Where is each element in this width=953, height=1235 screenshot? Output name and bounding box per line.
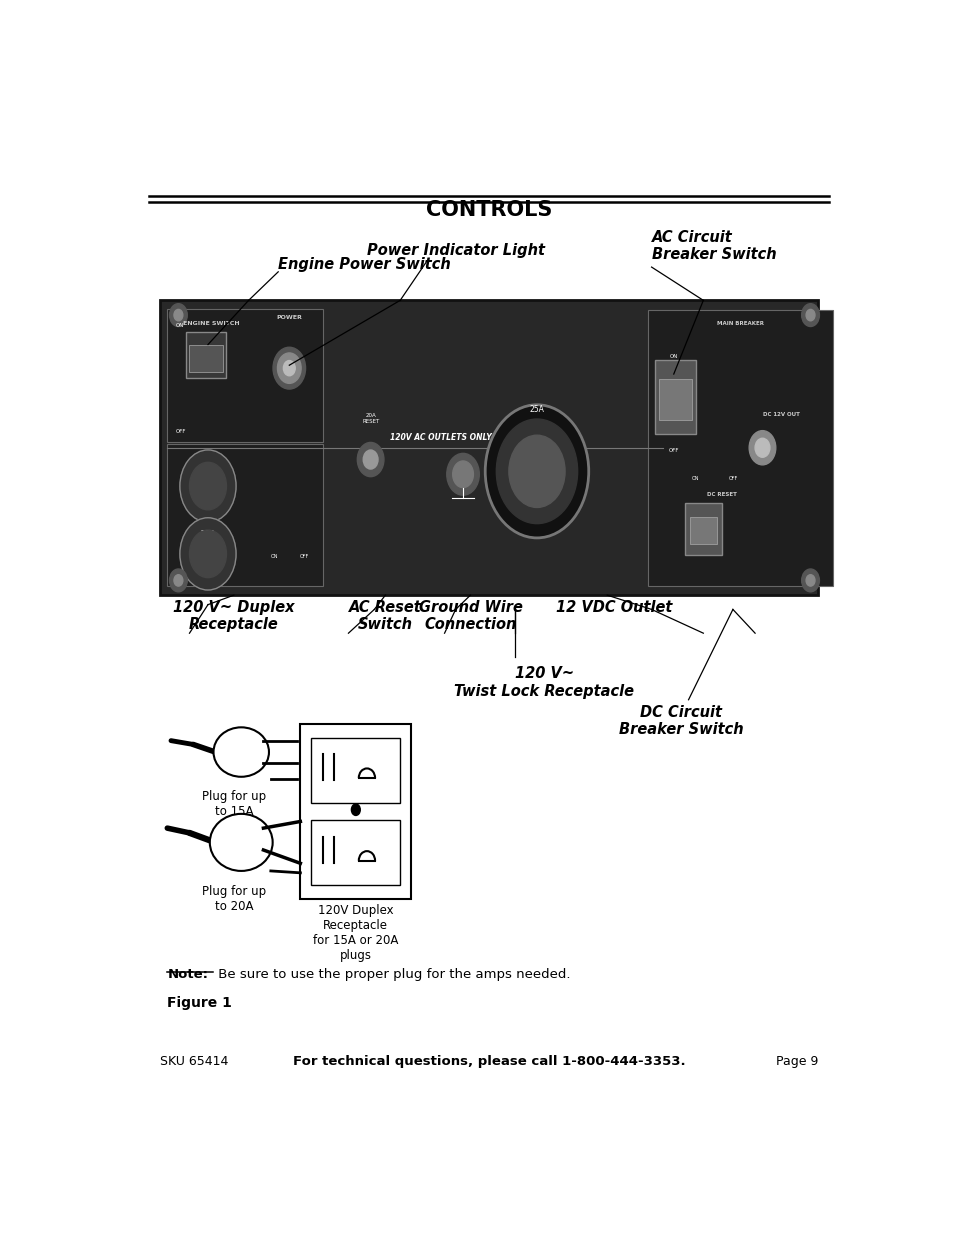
Text: OFF: OFF xyxy=(727,475,737,480)
Text: ON: ON xyxy=(176,322,184,327)
Text: OFF: OFF xyxy=(668,448,679,453)
Text: For technical questions, please call 1-800-444-3353.: For technical questions, please call 1-8… xyxy=(293,1055,684,1067)
Text: 120V Duplex
Receptacle
for 15A or 20A
plugs: 120V Duplex Receptacle for 15A or 20A pl… xyxy=(313,904,398,962)
Circle shape xyxy=(173,310,183,321)
Circle shape xyxy=(446,453,478,495)
Text: DC Circuit
Breaker Switch: DC Circuit Breaker Switch xyxy=(618,704,742,737)
Text: OFF: OFF xyxy=(176,429,187,433)
Bar xyxy=(689,516,716,545)
Text: OFF: OFF xyxy=(299,555,309,559)
Bar xyxy=(190,345,223,372)
Circle shape xyxy=(485,405,588,538)
Text: 120 V~
Twist Lock Receptacle: 120 V~ Twist Lock Receptacle xyxy=(454,667,634,699)
Ellipse shape xyxy=(213,727,269,777)
Text: 25A: 25A xyxy=(529,405,544,414)
Text: 120V AC OUTLETS ONLY: 120V AC OUTLETS ONLY xyxy=(390,432,491,442)
Bar xyxy=(311,820,400,885)
Circle shape xyxy=(351,804,360,815)
Circle shape xyxy=(755,438,769,457)
Circle shape xyxy=(363,450,377,469)
Text: POWER: POWER xyxy=(276,315,302,320)
Text: AC Circuit
Breaker Switch: AC Circuit Breaker Switch xyxy=(651,230,776,262)
Text: DC 12V OUT: DC 12V OUT xyxy=(761,412,799,417)
Bar xyxy=(659,379,692,420)
Text: Be sure to use the proper plug for the amps needed.: Be sure to use the proper plug for the a… xyxy=(213,968,570,981)
Circle shape xyxy=(453,461,473,488)
Bar xyxy=(160,300,817,595)
Circle shape xyxy=(283,361,294,375)
Circle shape xyxy=(508,435,564,508)
Text: Plug for up
to 15A: Plug for up to 15A xyxy=(202,790,266,818)
Bar xyxy=(647,310,832,585)
Text: Power Indicator Light: Power Indicator Light xyxy=(366,242,544,258)
Circle shape xyxy=(277,353,301,383)
Bar xyxy=(655,359,696,433)
Bar xyxy=(684,503,721,556)
Circle shape xyxy=(273,347,305,389)
Text: MAIN BREAKER: MAIN BREAKER xyxy=(716,321,763,326)
Text: AC Reset
Switch: AC Reset Switch xyxy=(349,600,421,632)
Text: ON: ON xyxy=(271,555,278,559)
Text: CONTROLS: CONTROLS xyxy=(425,200,552,220)
Circle shape xyxy=(190,462,226,510)
Text: 120 V~ Duplex
Receptacle: 120 V~ Duplex Receptacle xyxy=(172,600,294,632)
Text: Plug for up
to 20A: Plug for up to 20A xyxy=(202,885,266,913)
Circle shape xyxy=(801,569,819,592)
Text: DC RESET: DC RESET xyxy=(706,492,736,498)
Text: Page 9: Page 9 xyxy=(775,1055,817,1067)
Ellipse shape xyxy=(210,814,273,871)
Text: ON: ON xyxy=(669,354,678,359)
Text: SKU 65414: SKU 65414 xyxy=(160,1055,228,1067)
Bar xyxy=(167,445,322,585)
Text: 12 VDC Outlet: 12 VDC Outlet xyxy=(556,600,672,615)
Circle shape xyxy=(357,442,383,477)
Text: Ground Wire
Connection: Ground Wire Connection xyxy=(418,600,522,632)
Text: Engine Power Switch: Engine Power Switch xyxy=(278,257,451,272)
Circle shape xyxy=(173,574,183,587)
Circle shape xyxy=(801,304,819,326)
Circle shape xyxy=(170,569,187,592)
Circle shape xyxy=(170,304,187,326)
Bar xyxy=(186,332,226,378)
Circle shape xyxy=(748,431,775,464)
Text: Note:: Note: xyxy=(167,968,208,981)
Text: Figure 1: Figure 1 xyxy=(167,997,232,1010)
Bar xyxy=(300,724,411,899)
Circle shape xyxy=(190,530,226,578)
Circle shape xyxy=(805,574,814,587)
Circle shape xyxy=(496,419,578,524)
Text: ON: ON xyxy=(692,475,699,480)
Text: ENGINE SWITCH: ENGINE SWITCH xyxy=(183,321,240,326)
Bar xyxy=(311,737,400,803)
Bar xyxy=(167,309,322,442)
Text: 20A: 20A xyxy=(200,530,215,536)
Circle shape xyxy=(180,517,235,590)
Circle shape xyxy=(805,310,814,321)
Text: 20A
RESET: 20A RESET xyxy=(361,412,379,424)
Circle shape xyxy=(180,450,235,522)
